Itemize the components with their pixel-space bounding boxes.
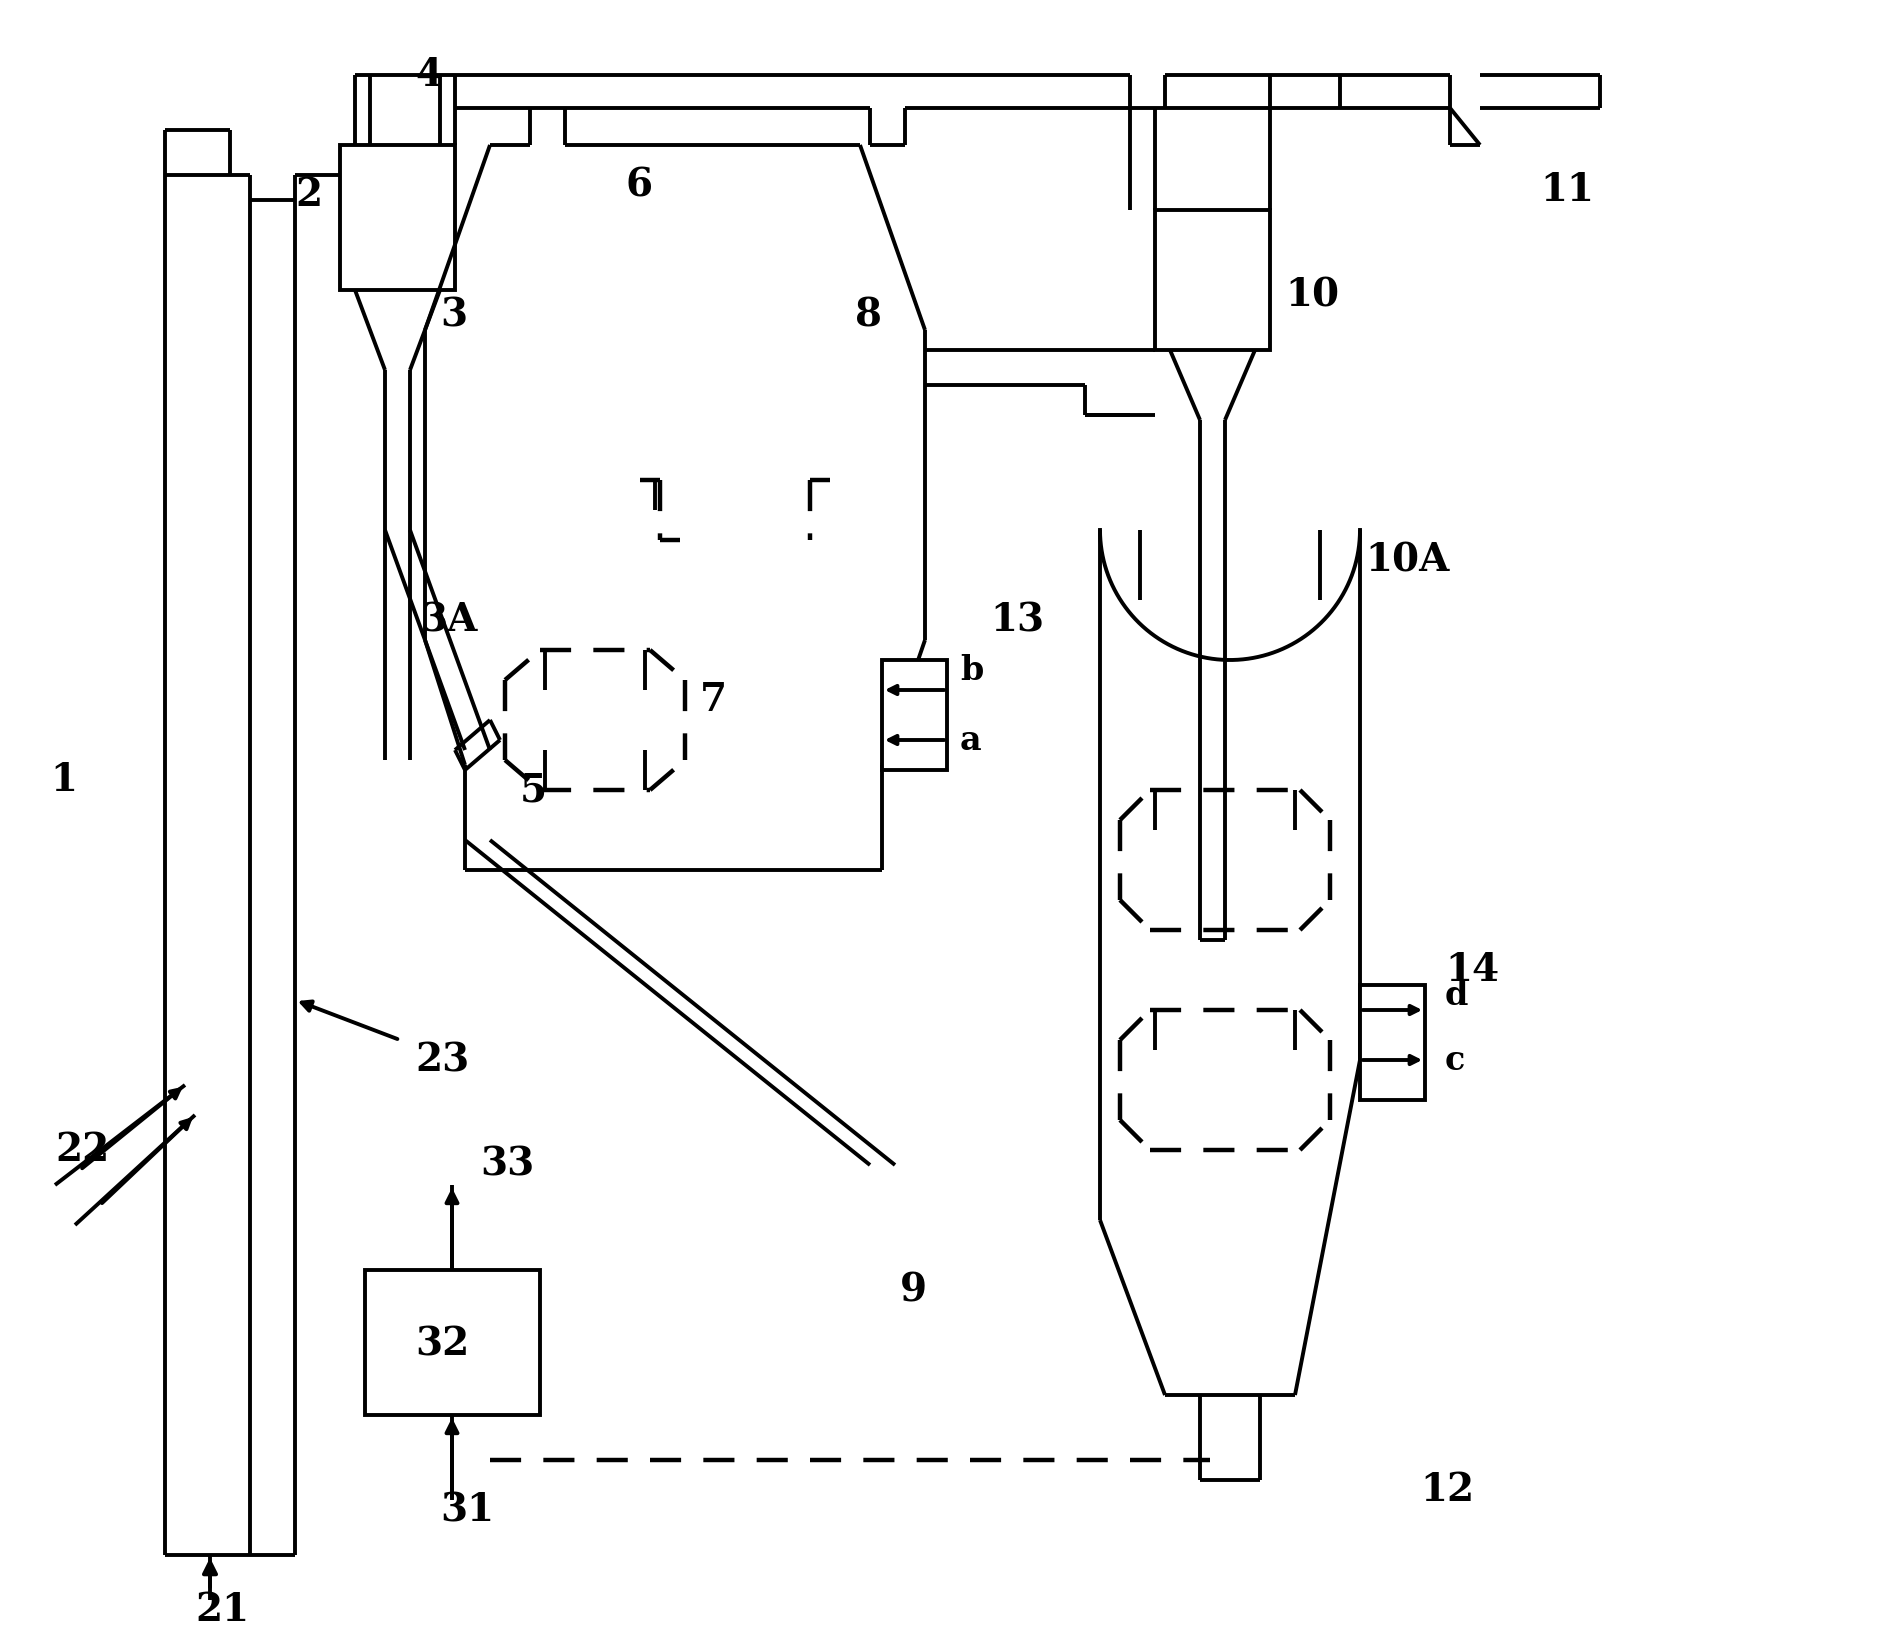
Text: 8: 8 (854, 296, 881, 334)
Text: a: a (959, 724, 982, 757)
Text: 3: 3 (440, 296, 466, 334)
Bar (881, 660, 948, 770)
Text: 7: 7 (700, 681, 727, 719)
Text: 22: 22 (55, 1131, 108, 1169)
Text: 12: 12 (1420, 1472, 1475, 1509)
Text: 11: 11 (1540, 171, 1595, 209)
Text: 6: 6 (624, 166, 653, 204)
Text: 2: 2 (295, 176, 322, 214)
Text: 33: 33 (480, 1146, 535, 1183)
Bar (365, 1271, 540, 1416)
Text: 13: 13 (990, 601, 1045, 639)
Bar (341, 145, 455, 290)
Text: 10: 10 (1285, 277, 1340, 314)
Text: 1: 1 (49, 760, 76, 798)
Text: d: d (1444, 978, 1469, 1012)
Text: 3A: 3A (421, 601, 478, 639)
Text: b: b (959, 653, 984, 686)
Text: 14: 14 (1444, 951, 1500, 989)
Bar (1361, 984, 1425, 1100)
Text: c: c (1444, 1044, 1465, 1076)
Text: 32: 32 (415, 1327, 470, 1365)
Text: 9: 9 (900, 1271, 927, 1309)
Bar (1155, 211, 1269, 351)
Text: 31: 31 (440, 1491, 495, 1529)
Text: 10A: 10A (1364, 542, 1450, 579)
Text: 21: 21 (194, 1592, 249, 1630)
Text: 4: 4 (415, 56, 441, 94)
Text: 23: 23 (415, 1040, 470, 1080)
Text: 5: 5 (520, 770, 548, 808)
